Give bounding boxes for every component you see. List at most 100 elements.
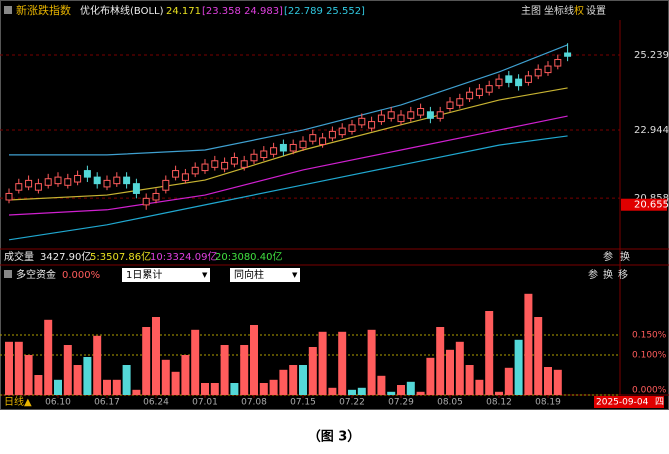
y-tick-label: 22.944: [634, 125, 669, 136]
candle-body: [142, 197, 150, 206]
indicator-name: 优化布林线(BOLL): [80, 4, 164, 17]
bar: [357, 387, 366, 395]
candle-body: [93, 176, 101, 185]
candle-body: [309, 134, 317, 142]
bar: [201, 383, 209, 395]
bar: [132, 389, 141, 395]
date-label: 2025-09-04: [596, 398, 649, 408]
bar: [475, 379, 484, 395]
toolbar-button[interactable]: 参: [603, 250, 613, 263]
candle-body: [260, 150, 268, 159]
bar: [318, 331, 327, 395]
indicator-value: 24.171: [166, 6, 201, 17]
indicator-line: [9, 44, 568, 156]
candle-body: [485, 85, 493, 93]
volume-value: 5:3507.86亿: [90, 250, 151, 263]
icon: [4, 270, 12, 278]
candle-body: [338, 127, 346, 136]
toolbar-button[interactable]: 设置: [586, 5, 606, 17]
y-tick-label: 0.150%: [632, 331, 667, 341]
toolbar-button[interactable]: 参: [588, 268, 598, 281]
toolbar-button[interactable]: 换: [620, 250, 630, 263]
candle-body: [191, 166, 199, 175]
candle-body: [534, 68, 542, 77]
bar: [524, 293, 533, 395]
bar: [103, 379, 111, 395]
bar: [544, 367, 552, 395]
candle-body: [279, 143, 287, 152]
bar: [14, 341, 23, 395]
bar: [534, 317, 543, 395]
toolbar-button[interactable]: 换: [603, 268, 613, 281]
last-price-box: [621, 198, 667, 211]
candle-body: [44, 178, 52, 186]
panel-title: 多空资金: [16, 268, 56, 281]
candle-body: [74, 174, 82, 183]
weekday-label: 四: [655, 398, 664, 408]
bar: [367, 329, 376, 395]
bar: [299, 365, 307, 395]
bar: [279, 369, 288, 395]
bar: [230, 383, 239, 395]
indicator-line: [8, 135, 568, 241]
bar: [514, 339, 523, 395]
x-tick-label: 08.19: [535, 398, 561, 408]
bar: [495, 391, 503, 395]
bar: [152, 317, 160, 395]
bar: [436, 327, 445, 395]
candle-body: [397, 114, 405, 123]
candle-body: [436, 111, 444, 119]
candle-body: [475, 88, 483, 96]
dropdown[interactable]: [122, 268, 210, 282]
indicator-value: [23.358 24.983]: [202, 6, 283, 17]
bar: [93, 335, 102, 395]
candle-body: [113, 176, 121, 185]
candle-body: [211, 160, 219, 168]
bar: [338, 331, 347, 395]
bar: [250, 325, 258, 395]
candle-body: [270, 147, 278, 155]
chart-title: 新涨跌指数: [16, 3, 71, 17]
bar: [455, 341, 464, 395]
x-tick-label: 06.24: [143, 398, 169, 408]
toolbar-button[interactable]: 移: [618, 268, 628, 281]
candle-body: [554, 59, 562, 67]
panel-value: 0.000%: [62, 270, 100, 281]
bar: [24, 355, 33, 395]
bar: [73, 365, 82, 395]
y-tick-label: 20.858: [634, 193, 669, 204]
bar: [269, 379, 278, 395]
dropdown-label[interactable]: 同向柱: [234, 268, 264, 281]
dropdown[interactable]: [230, 268, 300, 282]
indicator-value: [22.789 25.552]: [284, 6, 365, 17]
candle-body: [250, 153, 258, 162]
bar: [308, 347, 317, 395]
bar: [142, 327, 151, 395]
candle-body: [417, 108, 425, 116]
bar: [191, 329, 200, 395]
bar: [112, 379, 121, 395]
period-label[interactable]: 日线▲: [4, 395, 32, 408]
x-tick-label: 07.29: [388, 398, 414, 408]
candle-body: [368, 121, 376, 129]
candle-body: [505, 75, 513, 83]
toolbar-button[interactable]: 权: [574, 4, 584, 17]
candle-body: [564, 52, 572, 57]
bar: [397, 385, 405, 395]
toolbar-button[interactable]: 主图: [521, 5, 541, 17]
y-tick-label: 0.000%: [632, 386, 667, 396]
x-tick-label: 06.17: [94, 398, 120, 408]
bar: [63, 345, 72, 395]
x-tick-label: 07.15: [290, 398, 316, 408]
dropdown-label[interactable]: 1日累计: [126, 268, 162, 281]
candle-body: [289, 143, 297, 152]
candle-body: [466, 91, 474, 100]
bar: [83, 357, 92, 395]
candle-body: [172, 170, 180, 178]
caption: （图 3）: [308, 429, 361, 445]
toolbar-button[interactable]: 坐标线: [544, 4, 574, 17]
bar: [553, 369, 562, 395]
bar: [377, 375, 386, 395]
volume-label: 成交量: [4, 250, 34, 263]
